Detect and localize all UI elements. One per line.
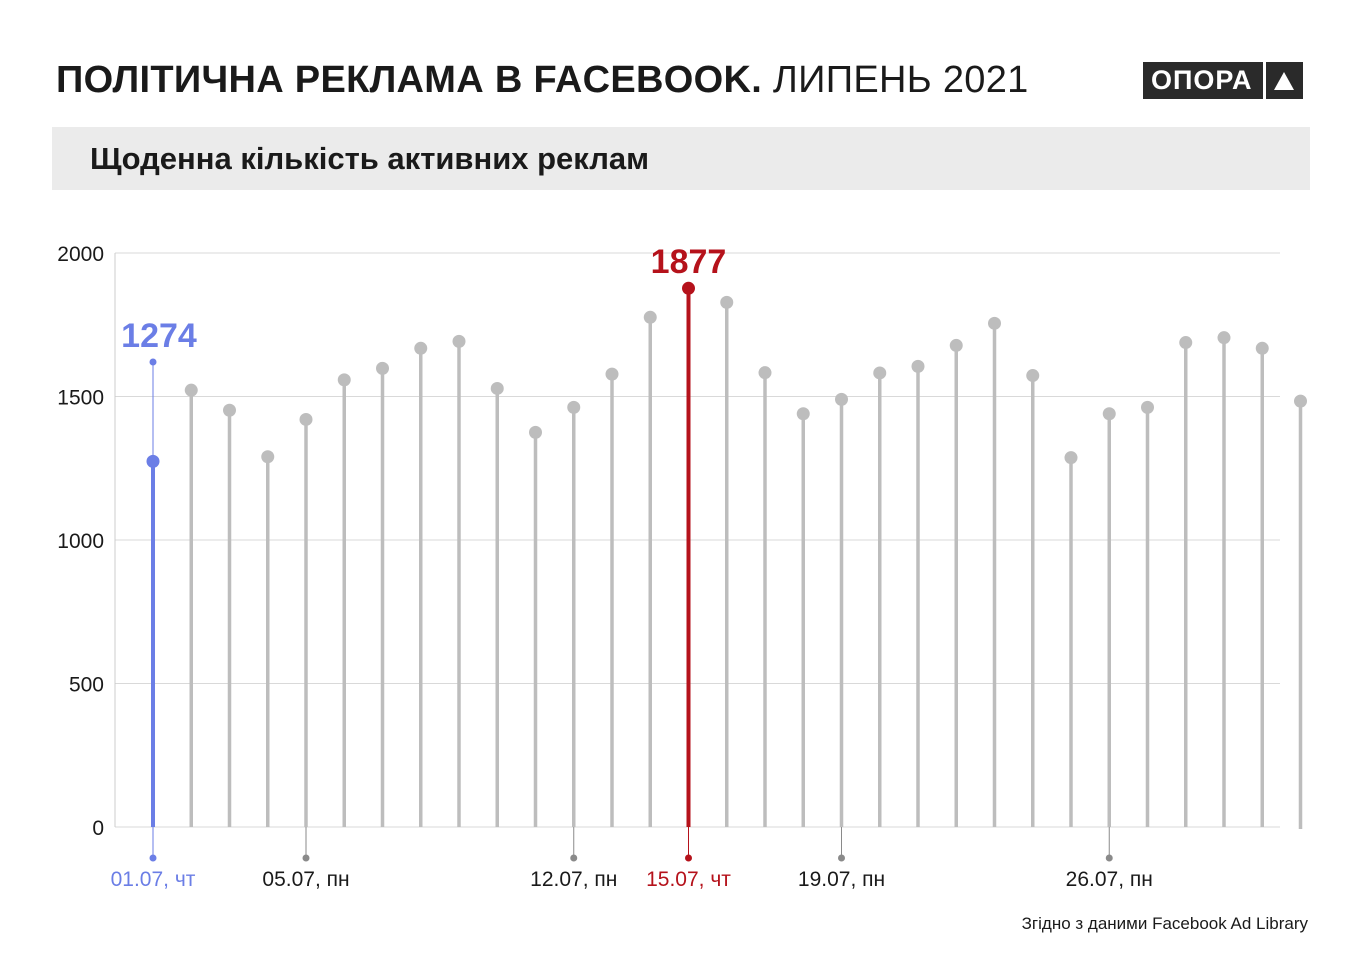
x-tick-dot [302,854,310,862]
point-19.07 [835,392,848,406]
x-tick-dot [570,854,578,862]
point-05.07 [299,412,313,426]
y-axis: 0 500 1000 1500 2000 [57,243,116,840]
subtitle-bar: Щоденна кількість активних реклам [52,127,1310,190]
point-28.07 [1179,336,1193,350]
point-18.07 [796,407,810,421]
point-02.07 [184,383,198,397]
y-tick-label: 500 [69,674,104,697]
chart-subtitle: Щоденна кількість активних реклам [90,141,650,176]
point-26.07 [1102,407,1116,421]
point-22.07 [949,338,963,352]
page-title: ПОЛІТИЧНА РЕКЛАМА В FACEBOOK. ЛИПЕНЬ 202… [56,58,1029,102]
point-07.07 [376,361,389,375]
logo-text: ОПОРА [1143,62,1263,99]
annotation-leader-dot [149,358,157,366]
title-main: ПОЛІТИЧНА РЕКЛАМА В FACEBOOK. [56,59,763,101]
x-tick-dot [149,854,157,862]
x-tick-dot [685,854,692,862]
point-27.07 [1141,400,1154,414]
x-tick-label: 19.07, пн [798,868,885,891]
triangle-logo-icon [1265,62,1303,99]
y-tick-label: 0 [92,817,104,840]
y-tick-label: 1500 [57,387,104,410]
point-13.07 [605,367,619,381]
y-tick-label: 1000 [57,530,104,553]
point-09.07 [452,334,466,348]
x-tick-dot [838,854,845,862]
point-12.07 [567,400,581,414]
x-tick-label: 26.07, пн [1066,868,1153,891]
x-tick-dot [1105,854,1113,862]
point-16.07 [720,295,734,309]
x-tick-label: 01.07, чт [111,868,196,891]
point-08.07 [414,341,428,355]
point-10.07 [490,381,504,395]
point-23.07 [988,316,1001,330]
annotation-value: 1274 [121,317,197,355]
annotation-value: 1877 [651,243,727,281]
point-14.07 [643,310,657,324]
opora-logo: ОПОРА [1143,62,1303,99]
x-tick-label: 05.07, пн [262,868,349,891]
point-24.07 [1026,369,1040,383]
point-21.07 [911,359,925,373]
point-25.07 [1064,451,1078,465]
source-note: Згідно з даними Facebook Ad Library [1021,914,1308,933]
point-06.07 [337,373,351,387]
point-03.07 [223,403,236,417]
x-tick-label: 15.07, чт [646,868,731,891]
x-axis: 01.07, чт 05.07, пн 12.07, пн 15.07, чт 19.0… [111,827,1153,891]
point-29.07 [1217,331,1231,345]
point-04.07 [261,450,275,464]
stems [146,281,1307,829]
point-11.07 [529,425,542,439]
title-period: ЛИПЕНЬ 2021 [772,59,1029,101]
point-30.07 [1255,341,1269,355]
point-15.07 [682,281,695,295]
point-17.07 [758,366,772,380]
point-31.07 [1294,394,1307,408]
point-20.07 [873,366,887,380]
annotations: 1274 1877 [121,243,727,462]
gridlines [115,252,1280,828]
y-tick-label: 2000 [57,243,104,266]
x-tick-label: 12.07, пн [530,868,617,891]
